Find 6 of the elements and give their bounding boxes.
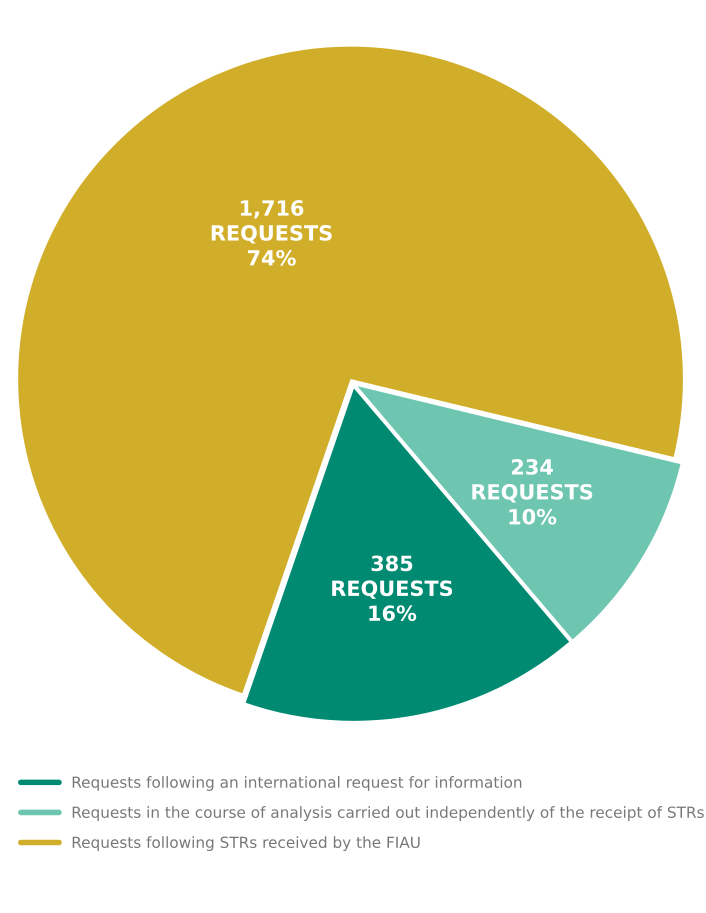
data-label: 385 REQUESTS 16% [332, 555, 452, 622]
legend-label: Requests following an international request for information [72, 776, 522, 791]
data-label: 234 REQUESTS 10% [472, 459, 592, 525]
legend-label: Requests in the course of analysis carried out independently of the receipt of STRs [72, 806, 704, 821]
legend-label: Requests following STRs received by the FIAU [72, 836, 420, 852]
data-label: 1,716 REQUESTS 74% [212, 200, 332, 266]
